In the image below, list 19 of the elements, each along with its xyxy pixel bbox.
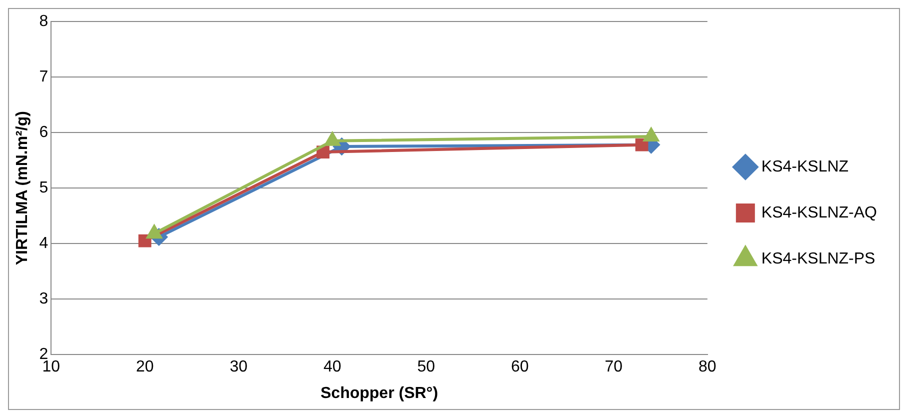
y-tick-label: 8 [39, 13, 48, 30]
x-tick-label: 10 [42, 358, 60, 376]
x-tick-label: 50 [417, 358, 436, 376]
y-tick-label: 3 [39, 290, 48, 308]
x-tick-label: 70 [604, 358, 623, 376]
legend-label: KS4-KSLNZ [761, 158, 849, 176]
x-axis-title: Schopper (SR°) [320, 384, 438, 402]
x-tick-label: 80 [698, 358, 716, 376]
legend-label: KS4-KSLNZ-PS [761, 250, 876, 268]
legend-label: KS4-KSLNZ-AQ [761, 204, 878, 222]
y-axis-title: YIRTILMA (mN.m²/g) [14, 111, 32, 266]
y-tick-label: 6 [39, 124, 48, 142]
x-tick-label: 30 [230, 358, 248, 376]
y-tick-label: 4 [39, 235, 48, 252]
x-tick-label: 20 [136, 358, 154, 376]
y-tick-label: 7 [39, 68, 48, 86]
x-tick-label: 40 [323, 358, 342, 376]
x-tick-label: 60 [510, 358, 529, 376]
y-tick-label: 5 [39, 180, 48, 197]
